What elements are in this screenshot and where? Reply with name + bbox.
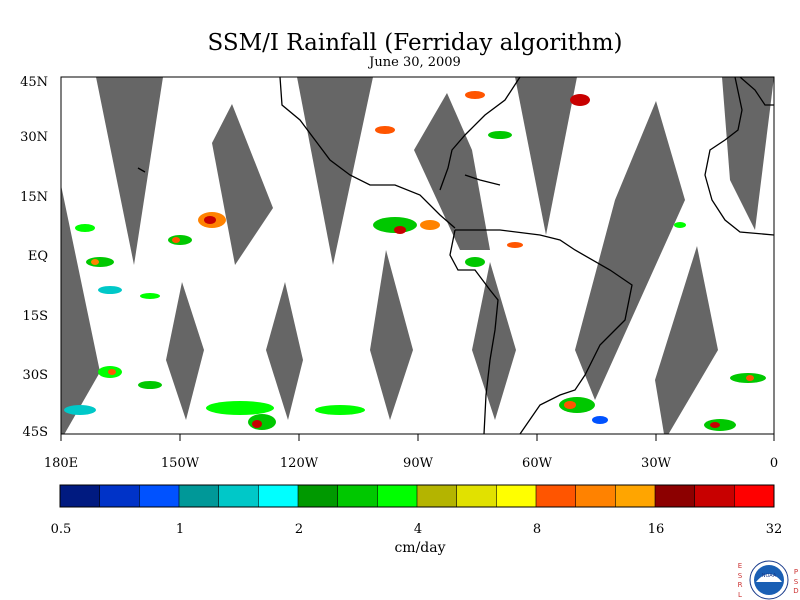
lat-label-30s: 30S [22,368,48,383]
lon-label-90w: 90W [403,456,433,471]
colorbar-swatch [60,485,101,507]
colorbar-label-2: 2 [294,522,304,537]
colorbar-swatch [298,485,339,507]
lon-label-120w: 120W [279,456,319,471]
colorbar-swatch [734,485,775,507]
noaa-seal-icon: NOAA [749,560,789,600]
colorbar-swatch [536,485,577,507]
lon-label-180e: 180E [43,456,79,471]
rainfall-areas [64,91,766,431]
lon-label-30w: 30W [641,456,671,471]
no-data-swaths [61,77,774,434]
lat-label-eq: EQ [27,249,48,264]
svg-text:NOAA: NOAA [762,573,777,579]
lat-label-45s: 45S [22,425,48,440]
colorbar-label-16: 16 [647,522,665,537]
colorbar-swatch [575,485,616,507]
colorbar-swatch [655,485,696,507]
lat-label-45n: 45N [20,75,48,90]
colorbar-swatch [496,485,537,507]
colorbar-swatch [139,485,180,507]
coastlines [137,77,774,434]
lon-label-0: 0 [769,456,779,471]
colorbar-swatch [456,485,497,507]
lon-label-60w: 60W [522,456,552,471]
lon-label-150w: 150W [160,456,200,471]
lat-label-15n: 15N [20,190,48,205]
colorbar-swatch [218,485,259,507]
colorbar-swatch [417,485,458,507]
axis-ticks [60,433,775,441]
colorbar-swatch [694,485,735,507]
colorbar-swatch [258,485,299,507]
colorbar-label-1: 1 [175,522,185,537]
map-title: SSM/I Rainfall (Ferriday algorithm) [207,30,623,56]
colorbar-swatch [99,485,140,507]
colorbar-label-4: 4 [413,522,423,537]
colorbar-units: cm/day [394,540,446,556]
lat-label-15s: 15S [22,309,48,324]
colorbar-label-8: 8 [532,522,542,537]
colorbar-swatch [377,485,418,507]
map-date: June 30, 2009 [369,55,461,70]
colorbar-label-32: 32 [765,522,783,537]
lat-label-30n: 30N [20,130,48,145]
colorbar-label-0-5: 0.5 [50,522,72,537]
colorbar-swatch [179,485,220,507]
colorbar-swatch [337,485,378,507]
colorbar-swatch [615,485,656,507]
